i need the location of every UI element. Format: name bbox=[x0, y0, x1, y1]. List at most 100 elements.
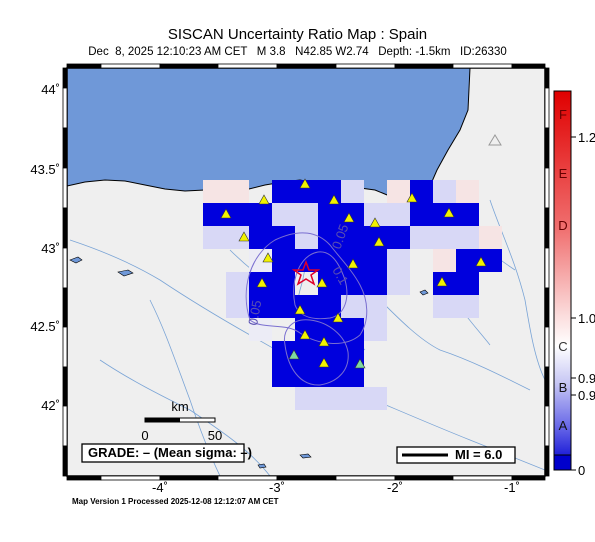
frame-segment bbox=[62, 167, 68, 209]
station-triangle bbox=[347, 258, 359, 269]
grade-letter: B bbox=[559, 380, 568, 395]
station-triangle bbox=[354, 358, 366, 369]
frame-segment bbox=[544, 87, 550, 129]
scale-tick: 0 bbox=[141, 428, 148, 443]
grid-cell bbox=[433, 203, 456, 226]
grid-cell bbox=[295, 249, 318, 272]
station-triangle bbox=[328, 194, 340, 205]
grid-cell bbox=[272, 249, 295, 272]
colorbar-value: 1.2 bbox=[578, 130, 595, 145]
station-markers bbox=[220, 178, 487, 369]
lon-tick-label: -1˚ bbox=[504, 480, 520, 495]
grid-cell bbox=[249, 295, 272, 318]
grid-cell bbox=[318, 364, 341, 387]
frame-segment bbox=[544, 207, 550, 249]
frame-segment bbox=[544, 445, 550, 477]
grid-cell bbox=[364, 318, 387, 341]
grade-letter: D bbox=[558, 218, 567, 233]
grid-cell bbox=[410, 203, 433, 226]
grid-cell bbox=[272, 272, 295, 295]
grid-cell bbox=[318, 272, 341, 295]
frame-segment bbox=[544, 247, 550, 289]
colorbar-value: 1.0 bbox=[578, 311, 595, 326]
grid-cell bbox=[341, 295, 364, 318]
grid-cell bbox=[364, 203, 387, 226]
map-title: SISCAN Uncertainty Ratio Map : Spain bbox=[167, 26, 428, 43]
grid-cell bbox=[272, 180, 295, 203]
processing-footer: Map Version 1 Processed 2025-12-08 12:12… bbox=[72, 497, 279, 506]
lat-tick-label: 43˚ bbox=[41, 241, 60, 256]
grid-cell bbox=[456, 249, 479, 272]
station-triangle bbox=[373, 236, 385, 247]
contour-label: 0.05 bbox=[245, 299, 264, 327]
grid-cell bbox=[226, 203, 249, 226]
grid-cell bbox=[226, 295, 249, 318]
frame-segment bbox=[544, 326, 550, 368]
grid-cell bbox=[387, 272, 410, 295]
station-triangle bbox=[369, 217, 381, 228]
grid-cell bbox=[295, 180, 318, 203]
frame-segment bbox=[100, 63, 161, 69]
lat-tick-label: 44˚ bbox=[41, 82, 60, 97]
station-triangle bbox=[299, 329, 311, 340]
frame-segment bbox=[335, 63, 396, 69]
station-triangle bbox=[318, 336, 330, 347]
grid-cell bbox=[295, 295, 318, 318]
grade-letter: F bbox=[559, 107, 567, 122]
grid-cell bbox=[387, 249, 410, 272]
lat-tick-label: 43.5˚ bbox=[30, 162, 60, 177]
grade-box: GRADE: – (Mean sigma: –) bbox=[81, 443, 252, 463]
frame-segment bbox=[159, 475, 219, 481]
frame-segment bbox=[511, 63, 546, 69]
lat-tick-label: 42˚ bbox=[41, 398, 60, 413]
grade-letter: C bbox=[558, 339, 567, 354]
frame-segment bbox=[544, 287, 550, 328]
grid-cell bbox=[295, 226, 318, 249]
station-triangle bbox=[220, 208, 232, 219]
station-outline-icon bbox=[488, 134, 502, 146]
frame-segment bbox=[62, 247, 68, 289]
grid-cell bbox=[433, 249, 456, 272]
station-triangle bbox=[436, 276, 448, 287]
frame-segment bbox=[452, 63, 513, 69]
grid-cell bbox=[456, 295, 479, 318]
frame-segment bbox=[62, 207, 68, 249]
frame-segment bbox=[511, 475, 546, 481]
frame-segment bbox=[66, 63, 102, 69]
grid-cell bbox=[203, 180, 226, 203]
grade-letter: E bbox=[559, 166, 568, 181]
grid-cell bbox=[318, 203, 341, 226]
lon-tick-label: -3˚ bbox=[269, 480, 285, 495]
frame-segment bbox=[544, 366, 550, 407]
epicenter-star bbox=[291, 259, 321, 286]
grid-cell bbox=[295, 203, 318, 226]
grid-cell bbox=[249, 318, 272, 341]
grid-cell bbox=[318, 295, 341, 318]
station-triangle bbox=[256, 277, 268, 288]
grid-cell bbox=[456, 272, 479, 295]
grid-cell bbox=[249, 249, 272, 272]
station-triangle bbox=[343, 212, 355, 223]
frame-segment bbox=[276, 63, 337, 69]
grid-cell bbox=[456, 203, 479, 226]
mi-label: MI = 6.0 bbox=[455, 447, 502, 462]
grid-cell bbox=[272, 203, 295, 226]
colorbar-value: 0.9 bbox=[578, 371, 595, 386]
station-triangle bbox=[262, 252, 274, 263]
frame-segment bbox=[544, 167, 550, 209]
frame-segment bbox=[394, 475, 454, 481]
station-triangle bbox=[238, 231, 250, 242]
grid-cell bbox=[341, 203, 364, 226]
station-triangle bbox=[332, 312, 344, 323]
grid-cell bbox=[387, 180, 410, 203]
grid-cell bbox=[226, 272, 249, 295]
frame-segment bbox=[217, 63, 278, 69]
frame-segment bbox=[66, 475, 102, 481]
frame-segment bbox=[62, 67, 68, 89]
station-triangle bbox=[475, 256, 487, 267]
lat-tick-label: 42.5˚ bbox=[30, 319, 60, 334]
grid-cell bbox=[295, 341, 318, 364]
grid-cell bbox=[479, 226, 502, 249]
grid-cell bbox=[226, 226, 249, 249]
grid-cell bbox=[410, 226, 433, 249]
